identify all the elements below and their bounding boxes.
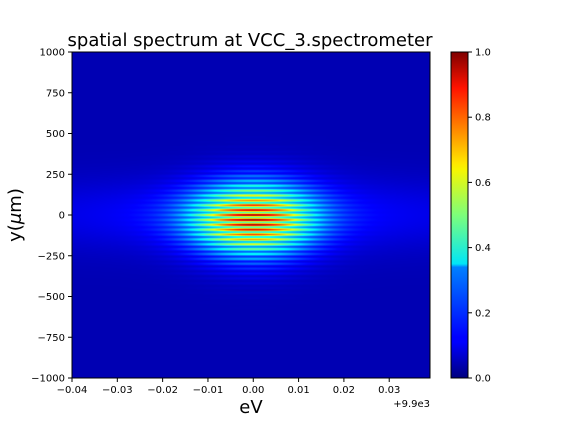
x-tick-label: −0.01 — [193, 385, 224, 396]
colorbar-tick-label: 1.0 — [475, 48, 491, 59]
x-offset-label: +9.9e3 — [393, 399, 430, 410]
x-tick-label: −0.04 — [57, 385, 88, 396]
chart-title: spatial spectrum at VCC_3.spectrometer — [68, 30, 434, 51]
x-tick-label: 0.03 — [378, 385, 400, 396]
x-axis-label: eV — [239, 397, 263, 418]
y-tick-label: 750 — [46, 88, 65, 99]
colorbar-tick-label: 0.4 — [475, 243, 491, 254]
x-tick-label: 0.01 — [287, 385, 309, 396]
y-tick-label: −500 — [38, 292, 65, 303]
y-axis-ticks: 1000 750 500 250 0 −250 −500 −750 −1000 — [31, 48, 72, 385]
x-tick-label: 0.00 — [242, 385, 264, 396]
colorbar-tick-label: 0.8 — [475, 113, 491, 124]
colorbar-tick-label: 0.6 — [475, 178, 491, 189]
y-tick-label: −750 — [38, 333, 65, 344]
heatmap-area — [72, 52, 430, 378]
colorbar-ticks: 1.0 0.8 0.6 0.4 0.2 0.0 — [468, 48, 491, 385]
colorbar — [450, 51, 469, 379]
y-tick-label: −250 — [38, 251, 65, 262]
y-axis-label: y(μm) — [5, 188, 26, 242]
x-tick-label: 0.02 — [333, 385, 355, 396]
y-tick-label: 250 — [46, 170, 65, 181]
colorbar-tick-label: 0.0 — [475, 374, 491, 385]
x-tick-label: −0.02 — [147, 385, 178, 396]
y-tick-label: −1000 — [31, 374, 65, 385]
y-tick-label: 1000 — [40, 48, 65, 59]
colorbar-tick-label: 0.2 — [475, 308, 491, 319]
y-tick-label: 0 — [59, 211, 65, 222]
heatmap-image — [72, 52, 430, 378]
y-tick-label: 500 — [46, 129, 65, 140]
x-axis-ticks: −0.04 −0.03 −0.02 −0.01 0.00 0.01 0.02 0.03 — [57, 378, 400, 396]
x-tick-label: −0.03 — [102, 385, 133, 396]
